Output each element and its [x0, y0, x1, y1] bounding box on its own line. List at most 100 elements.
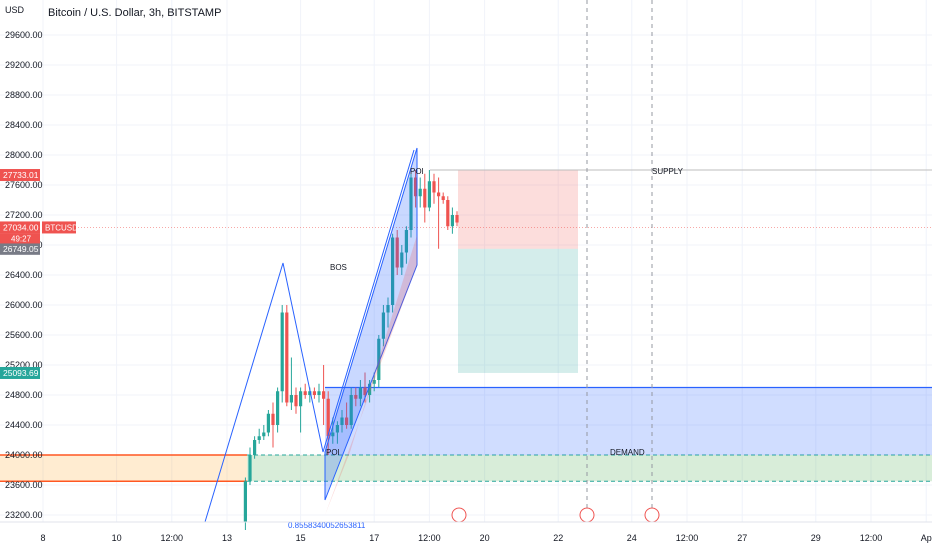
zones [0, 169, 932, 482]
candle-body [326, 398, 330, 437]
x-tick-label: 20 [480, 533, 490, 543]
x-tick-label: 13 [222, 533, 232, 543]
symbol-badge [42, 221, 76, 234]
candle-body [308, 391, 312, 395]
lightning-icon [451, 507, 467, 523]
gridlines [0, 0, 932, 522]
candle-body [331, 432, 335, 437]
candle-body [248, 455, 252, 482]
candle-body [266, 413, 270, 433]
x-tick-label: 17 [369, 533, 379, 543]
candle-body [276, 391, 280, 425]
trend-channel [324, 147, 418, 501]
x-tick-label: 12:00 [676, 533, 699, 543]
x-tick-label: 22 [553, 533, 563, 543]
candle-body [372, 380, 376, 384]
candle-body [294, 395, 298, 407]
price-tag [0, 169, 40, 182]
annotation-label: POI [326, 448, 340, 457]
y-tick-label: 23200.00 [5, 510, 43, 520]
y-tick-label: 24800.00 [5, 390, 43, 400]
candle-body [335, 425, 339, 433]
y-tick-label: 27600.00 [5, 180, 43, 190]
candle-body [312, 391, 316, 395]
candle-body [391, 237, 395, 305]
y-tick-label: 28800.00 [5, 90, 43, 100]
candle-body [409, 177, 413, 230]
candle-body [437, 192, 441, 197]
candle-body [446, 200, 450, 227]
chart-title: Bitcoin / U.S. Dollar, 3h, BITSTAMP [48, 7, 222, 19]
y-axis[interactable]: USD 23200.00 23600.00 24000.00 24400.00 24800… [5, 5, 43, 520]
y-tick-label: 29200.00 [5, 60, 43, 70]
x-tick-label: Ap [921, 533, 932, 543]
candle-body [455, 215, 459, 223]
y-tick-label: 26400.00 [5, 270, 43, 280]
overlays: BOS POI POI SUPPLY DEMAND 0.8558340052653811 [204, 0, 684, 530]
candle-body [404, 230, 408, 253]
y-tick-label: 23600.00 [5, 480, 43, 490]
candle-body [271, 413, 275, 425]
x-tick-label: 27 [737, 533, 747, 543]
reward-box [458, 248, 578, 373]
price-tag-text: 27034.00 [3, 222, 39, 232]
x-tick-label: 12:00 [860, 533, 883, 543]
demand-zone [247, 455, 932, 482]
candle-body [257, 436, 261, 440]
candle-body [427, 181, 431, 208]
candle-body [322, 391, 326, 399]
x-tick-label: 15 [296, 533, 306, 543]
candle-body [253, 440, 257, 455]
annotation-label: SUPPLY [652, 167, 684, 176]
y-tick-label: 25600.00 [5, 330, 43, 340]
annotation-label: POI [410, 167, 424, 176]
countdown-text: 49:27 [11, 234, 32, 243]
candle-body [368, 383, 372, 395]
candle-body [377, 338, 381, 380]
x-tick-label: 12:00 [161, 533, 184, 543]
candle-body [432, 181, 436, 193]
candle-body [303, 391, 307, 395]
candle-body [354, 395, 358, 399]
candle-body [414, 177, 418, 197]
candle-body [441, 196, 445, 200]
price-tag [0, 221, 40, 234]
countdown-tag [0, 233, 40, 244]
annotation-label: BOS [330, 263, 347, 272]
candle-body [280, 312, 284, 392]
price-tag [0, 366, 40, 379]
x-axis[interactable]: 8 10 12:00 13 15 17 12:00 20 22 24 12:00 27 29 12:00 A… [0, 521, 932, 543]
candle-body [450, 215, 454, 227]
candle-body [317, 391, 321, 395]
candle-body [395, 237, 399, 268]
price-tag-text: 27733.01 [3, 170, 39, 180]
candle-body [423, 188, 427, 208]
x-tick-label: 10 [112, 533, 122, 543]
candle-body [400, 252, 404, 268]
us-flag-icon [579, 507, 595, 523]
candle-body [386, 305, 390, 313]
y-tick-label: 26000.00 [5, 300, 43, 310]
us-flag-icon [644, 507, 660, 523]
candle-body [349, 395, 353, 425]
orange-demand-zone [0, 455, 247, 482]
y-tick-label: 27200.00 [5, 210, 43, 220]
zigzag-drawing [204, 149, 415, 523]
y-tick-label: 24400.00 [5, 420, 43, 430]
y-tick-label: 29600.00 [5, 30, 43, 40]
y-tick-label: 25200.00 [5, 360, 43, 370]
annotation-label: DEMAND [610, 448, 645, 457]
candle-body [299, 391, 303, 407]
currency-label: USD [5, 5, 25, 15]
y-tick-label: 24000.00 [5, 450, 43, 460]
candle-body [358, 387, 362, 399]
x-tick-label: 8 [40, 533, 45, 543]
candle-body [285, 312, 289, 403]
candle-body [262, 432, 266, 437]
candle-body [381, 312, 385, 339]
symbol-badge-text: BTCUSD [45, 223, 78, 232]
candle-body [243, 481, 247, 523]
price-tags: 27733.01 27034.00 26749.05 25093.69 49:27 BTC… [0, 169, 78, 379]
